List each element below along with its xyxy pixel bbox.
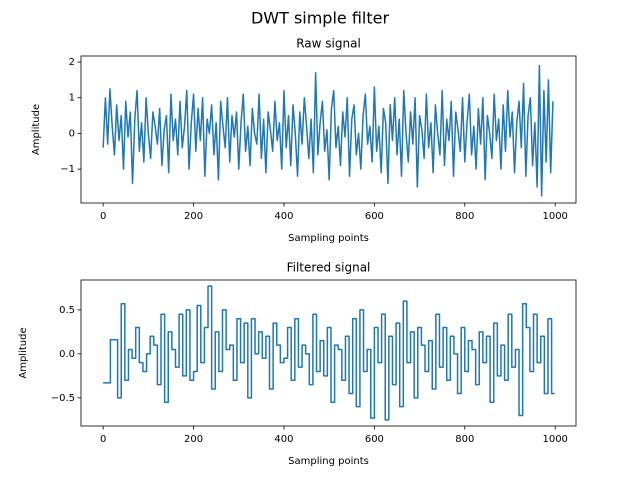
x-tick-label: 800 <box>455 434 474 445</box>
x-tick-label: 400 <box>274 211 293 222</box>
y-tick-label: 1 <box>69 93 75 104</box>
x-tick-label: 400 <box>274 434 293 445</box>
subplot-title: Raw signal <box>296 37 361 51</box>
y-axis-label: Amplitude <box>18 327 29 378</box>
y-tick-label: −1 <box>60 164 75 175</box>
signal-line <box>102 64 554 197</box>
y-tick-label: 0.5 <box>59 305 75 316</box>
y-axis-label: Amplitude <box>31 104 42 155</box>
x-tick-label: 0 <box>100 211 106 222</box>
axes-frame <box>80 55 577 204</box>
subplot-title: Filtered signal <box>287 261 371 275</box>
x-axis-label: Sampling points <box>288 456 369 467</box>
x-tick-label: 200 <box>184 434 203 445</box>
x-tick-label: 0 <box>100 434 106 445</box>
y-tick-label: 0 <box>69 128 75 139</box>
signal-line <box>103 285 555 421</box>
x-tick-label: 800 <box>455 211 474 222</box>
y-tick-label: 0.0 <box>59 349 75 360</box>
y-tick-label: −0.5 <box>51 393 75 404</box>
x-tick-label: 1000 <box>542 434 567 445</box>
y-tick-label: 2 <box>69 57 75 68</box>
x-tick-label: 1000 <box>542 211 567 222</box>
x-tick-label: 600 <box>365 211 384 222</box>
x-axis-label: Sampling points <box>288 233 369 244</box>
x-tick-label: 600 <box>365 434 384 445</box>
axes-frame <box>80 279 577 427</box>
x-tick-label: 200 <box>184 211 203 222</box>
figure-title: DWT simple filter <box>251 9 390 28</box>
